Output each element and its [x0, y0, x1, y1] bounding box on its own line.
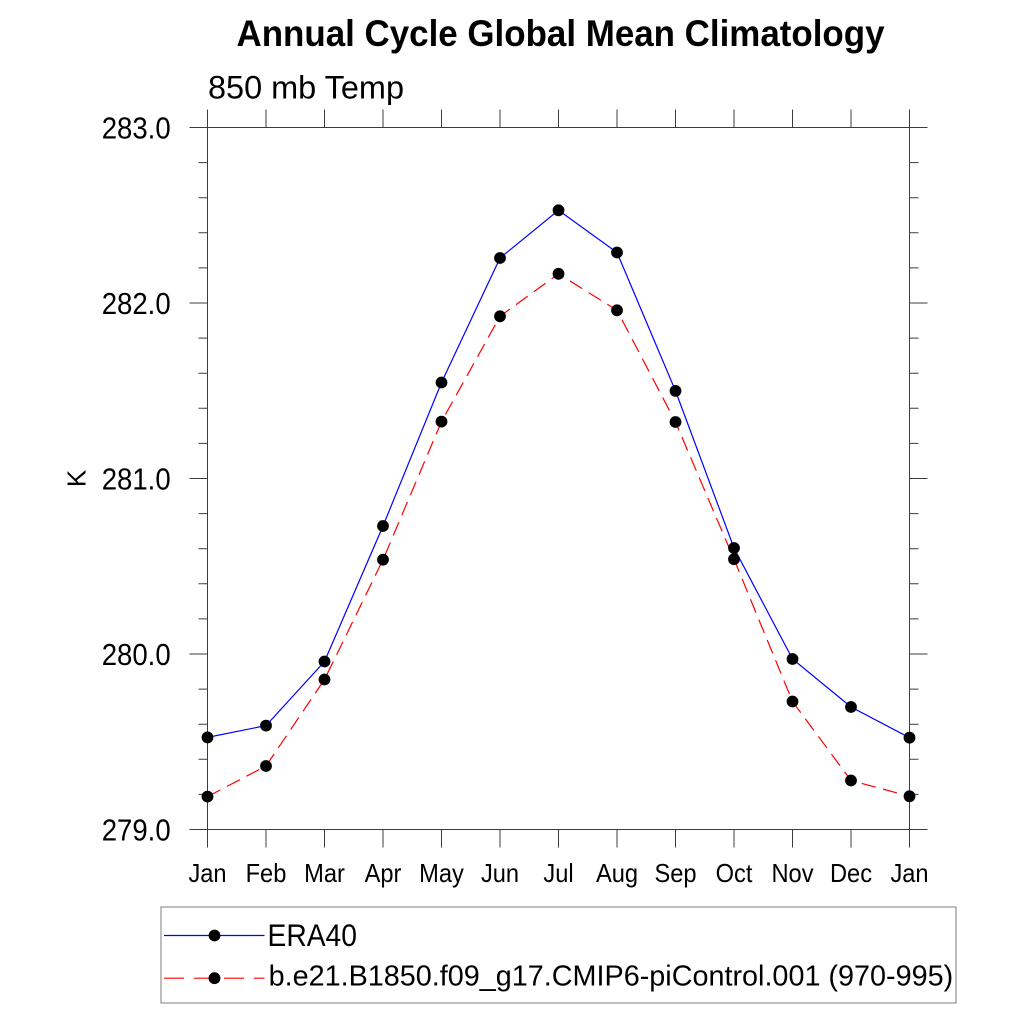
svg-text:Aug: Aug [596, 858, 638, 888]
svg-text:Jan: Jan [188, 858, 226, 888]
svg-text:Sep: Sep [654, 858, 696, 888]
svg-text:281.0: 281.0 [102, 462, 171, 497]
svg-text:Oct: Oct [716, 858, 754, 888]
svg-text:Feb: Feb [246, 858, 287, 888]
svg-text:Jul: Jul [543, 858, 573, 888]
svg-text:283.0: 283.0 [102, 111, 171, 146]
svg-text:Jan: Jan [890, 858, 928, 888]
svg-text:Apr: Apr [365, 858, 402, 888]
svg-text:Annual Cycle Global Mean Clima: Annual Cycle Global Mean Climatology [237, 12, 885, 54]
svg-text:Nov: Nov [771, 858, 813, 888]
svg-text:282.0: 282.0 [102, 286, 171, 321]
svg-text:K: K [62, 469, 92, 487]
svg-text:280.0: 280.0 [102, 637, 171, 672]
svg-text:Mar: Mar [304, 858, 345, 888]
svg-text:b.e21.B1850.f09_g17.CMIP6-piCo: b.e21.B1850.f09_g17.CMIP6-piControl.001 … [269, 960, 954, 992]
svg-text:Jun: Jun [481, 858, 519, 888]
svg-text:May: May [419, 858, 464, 888]
svg-text:850 mb Temp: 850 mb Temp [208, 69, 404, 106]
svg-text:Dec: Dec [830, 858, 872, 888]
svg-text:279.0: 279.0 [102, 813, 171, 848]
svg-text:ERA40: ERA40 [268, 918, 357, 953]
